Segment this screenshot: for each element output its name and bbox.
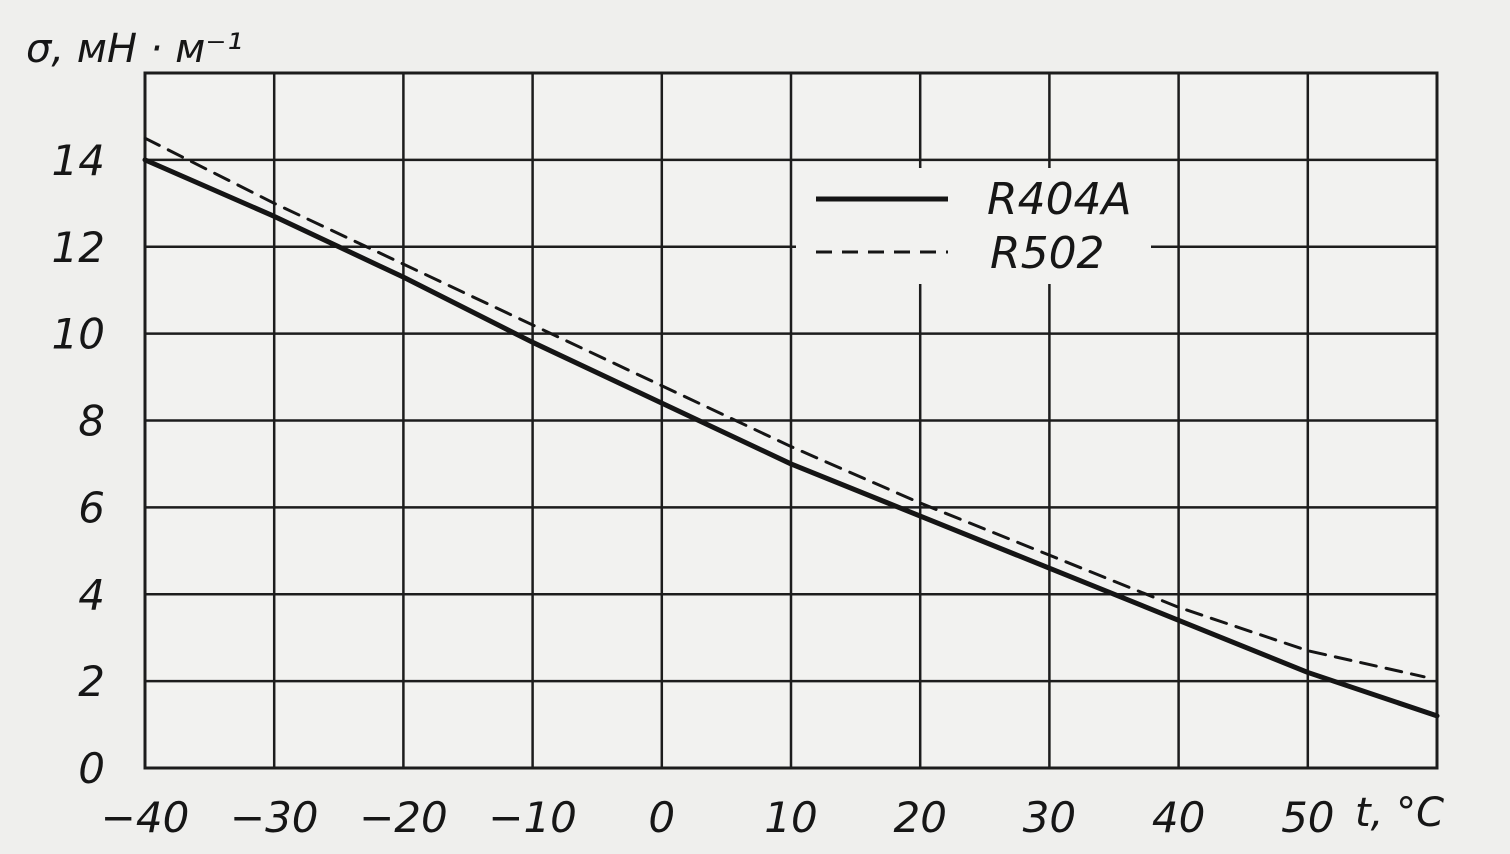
- y-axis-ticks: 0 2 4 6 8 10 12 14: [52, 136, 105, 793]
- series-line-r404a: [142, 157, 1440, 719]
- legend-label-r502: R502: [990, 228, 1105, 279]
- y-tick-label: 2: [78, 657, 105, 706]
- x-axis-title: t, °C: [1355, 790, 1444, 836]
- y-tick-label: 6: [78, 483, 105, 532]
- x-tick-label: 40: [1152, 793, 1205, 842]
- y-tick-label: 10: [52, 310, 105, 359]
- x-tick-label: −30: [230, 793, 319, 842]
- y-tick-label: 0: [78, 744, 105, 793]
- y-axis-title: σ, мН · м⁻¹: [26, 26, 243, 72]
- y-tick-label: 12: [52, 223, 105, 272]
- legend-background: [796, 168, 1151, 284]
- x-tick-label: −20: [359, 793, 448, 842]
- x-tick-label: −10: [488, 793, 577, 842]
- x-tick-label: 50: [1281, 793, 1334, 842]
- x-tick-label: 0: [648, 793, 675, 842]
- x-axis-ticks: −40 −30 −20 −10 0 10 20 30 40 50: [101, 793, 1335, 842]
- legend-label-r404a: R404A: [987, 174, 1132, 225]
- y-tick-label: 4: [78, 570, 105, 619]
- series-lines: [142, 136, 1440, 719]
- x-tick-label: 30: [1023, 793, 1076, 842]
- legend: R404A R502: [796, 168, 1151, 284]
- x-tick-label: 20: [893, 793, 946, 842]
- x-tick-label: 10: [764, 793, 817, 842]
- y-tick-label: 8: [78, 397, 105, 446]
- y-tick-label: 14: [52, 136, 105, 185]
- x-tick-label: −40: [101, 793, 190, 842]
- series-line-r502: [143, 136, 1426, 679]
